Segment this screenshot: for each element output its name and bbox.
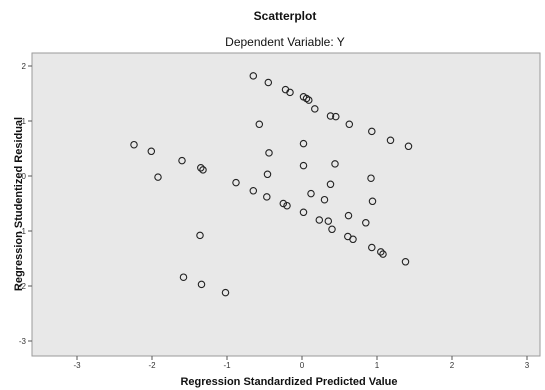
scatter-point bbox=[404, 142, 413, 151]
scatter-point bbox=[264, 78, 273, 87]
scatter-point bbox=[249, 72, 258, 80]
chart-subtitle: Dependent Variable: Y bbox=[225, 35, 345, 49]
scatter-point bbox=[255, 120, 264, 129]
scatter-point bbox=[147, 147, 156, 156]
scatter-point bbox=[368, 127, 376, 136]
scatter-point bbox=[232, 178, 240, 187]
scatter-point bbox=[315, 216, 324, 224]
scatter-point bbox=[299, 161, 308, 170]
x-axis-label: Regression Standardized Predicted Value bbox=[180, 376, 397, 388]
y-axis: -3 -2 -1 0 1 2 bbox=[19, 62, 32, 346]
chart-title: Scatterplot bbox=[254, 9, 317, 23]
scatter-point bbox=[286, 88, 294, 97]
data-points bbox=[130, 72, 413, 297]
y-tick-label: 1 bbox=[22, 117, 27, 126]
scatter-point bbox=[283, 201, 291, 210]
scatter-point bbox=[130, 140, 138, 149]
x-tick-label: -2 bbox=[148, 361, 156, 370]
scatter-point bbox=[154, 173, 162, 181]
scatter-point bbox=[265, 149, 273, 157]
x-tick-label: 0 bbox=[300, 361, 305, 370]
x-tick-label: 1 bbox=[375, 361, 380, 370]
scatter-point bbox=[326, 112, 335, 120]
y-tick-label: -1 bbox=[19, 227, 27, 236]
scatter-point bbox=[332, 112, 340, 121]
scatter-point bbox=[299, 208, 308, 217]
scatter-point bbox=[368, 197, 377, 206]
y-tick-label: -2 bbox=[19, 282, 27, 291]
y-tick-label: -3 bbox=[19, 337, 27, 346]
scatter-point bbox=[221, 288, 230, 297]
scatter-point bbox=[299, 139, 308, 148]
y-tick-label: 2 bbox=[22, 62, 27, 71]
scatter-point bbox=[324, 217, 333, 225]
scatter-point bbox=[178, 156, 186, 165]
scatter-point bbox=[401, 258, 410, 266]
x-tick-label: 2 bbox=[450, 361, 455, 370]
scatter-point bbox=[199, 166, 207, 174]
scatter-point bbox=[307, 189, 315, 198]
scatter-point bbox=[344, 211, 353, 220]
scatter-point bbox=[305, 96, 313, 104]
scatter-point bbox=[249, 187, 258, 195]
scatter-point bbox=[349, 235, 357, 244]
scatter-point bbox=[367, 174, 375, 182]
scatter-point bbox=[326, 180, 335, 189]
y-tick-label: 0 bbox=[22, 172, 27, 181]
scatter-point bbox=[263, 193, 271, 201]
scatter-point bbox=[311, 105, 319, 113]
x-axis: -3 -2 -1 0 1 2 3 bbox=[73, 356, 530, 370]
scatter-point bbox=[196, 231, 204, 240]
scatter-point bbox=[263, 170, 272, 179]
x-tick-label: -3 bbox=[73, 361, 81, 370]
scatter-point bbox=[320, 195, 329, 204]
scatter-point bbox=[368, 243, 376, 252]
x-tick-label: 3 bbox=[525, 361, 530, 370]
scatter-point bbox=[197, 164, 205, 172]
scatter-point bbox=[197, 280, 206, 289]
x-tick-label: -1 bbox=[223, 361, 231, 370]
scatter-point bbox=[345, 120, 354, 129]
scatter-point bbox=[362, 219, 370, 227]
scatter-point bbox=[328, 225, 336, 234]
y-axis-label: Regression Studentized Residual bbox=[13, 117, 25, 291]
scatter-point bbox=[279, 199, 288, 208]
scatter-point bbox=[179, 273, 188, 281]
scatter-point bbox=[377, 248, 385, 256]
scatter-point bbox=[379, 250, 387, 258]
scatter-point bbox=[386, 136, 395, 145]
scatter-point bbox=[331, 160, 339, 168]
